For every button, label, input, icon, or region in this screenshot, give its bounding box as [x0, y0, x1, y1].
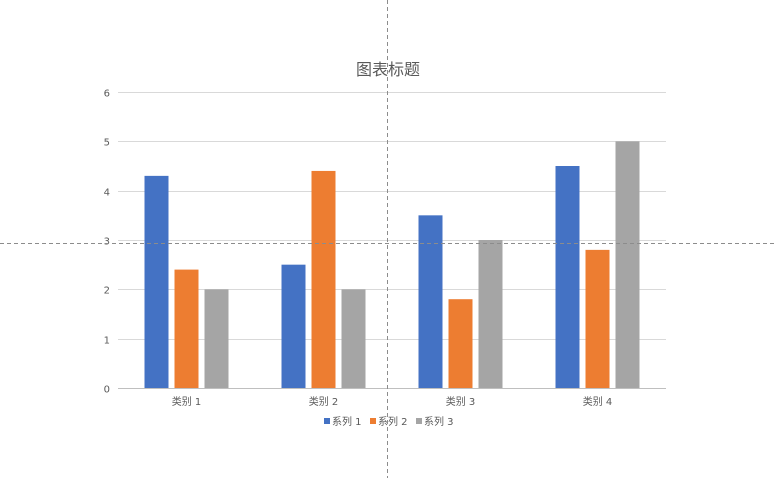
bar: [204, 289, 229, 388]
bars: [144, 141, 640, 388]
legend-swatch: [416, 418, 422, 424]
legend-label: 系列 3: [424, 415, 454, 428]
bar: [555, 166, 580, 388]
bar: [615, 141, 640, 388]
bar: [341, 289, 366, 388]
bar: [311, 170, 336, 388]
bar: [174, 269, 199, 388]
bar: [448, 299, 473, 388]
bar: [585, 249, 610, 388]
bar: [281, 264, 306, 388]
legend: 系列 1 系列 2 系列 3: [324, 415, 454, 428]
x-tick-label: 类别 1: [172, 395, 202, 408]
y-tick-label: 0: [104, 385, 110, 396]
x-tick-label: 类别 3: [446, 395, 476, 408]
legend-label: 系列 2: [378, 415, 408, 428]
bar: [144, 175, 169, 388]
bar: [478, 240, 503, 388]
x-tick-label: 类别 2: [309, 395, 339, 408]
y-tick-label: 4: [104, 188, 110, 199]
legend-swatch: [370, 418, 376, 424]
bar: [418, 215, 443, 388]
legend-label: 系列 1: [332, 415, 362, 428]
y-tick-label: 6: [104, 89, 110, 100]
legend-swatch: [324, 418, 330, 424]
chart-title: 图表标题: [356, 60, 420, 79]
y-tick-label: 5: [104, 138, 110, 149]
axes: 0 1 2 3 4 5 6 类别 1 类别 2 类别 3 类别 4: [104, 89, 613, 409]
y-tick-label: 1: [104, 336, 110, 347]
y-tick-label: 2: [104, 286, 110, 297]
y-tick-label: 3: [104, 237, 110, 248]
gridlines: [118, 92, 666, 389]
x-tick-label: 类别 4: [583, 395, 613, 408]
